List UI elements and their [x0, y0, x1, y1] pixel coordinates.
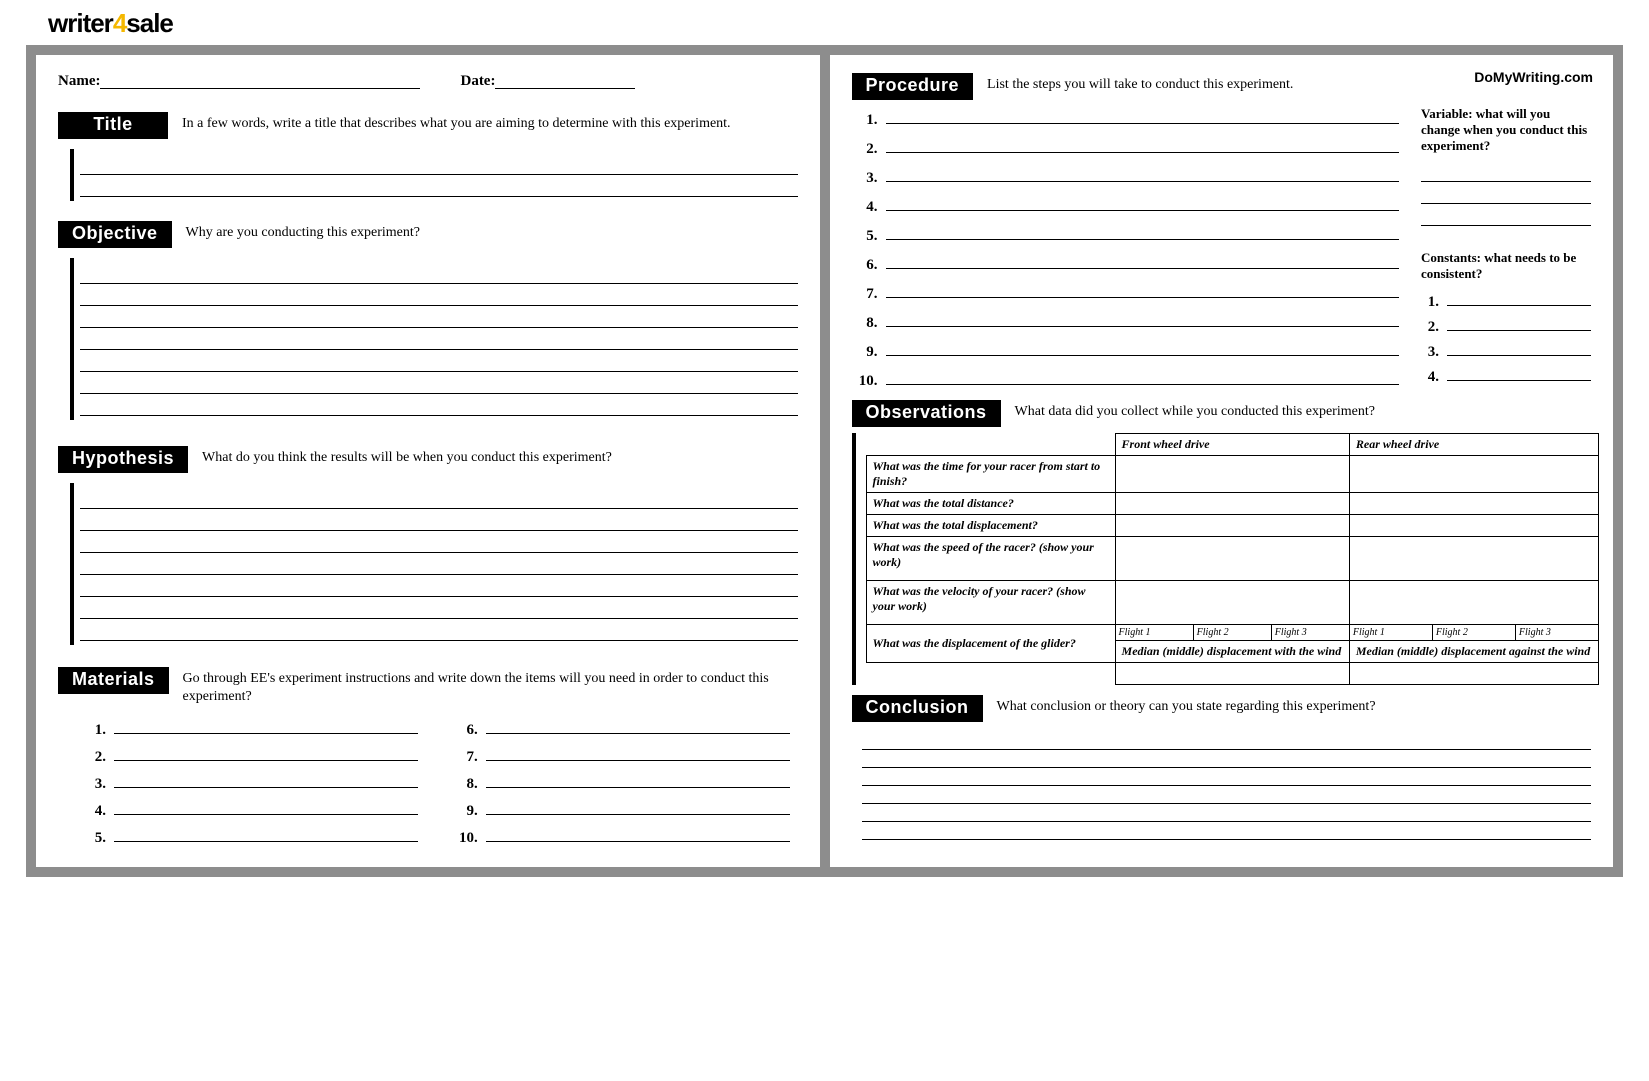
- variable-heading: Variable: what will you change when you …: [1421, 106, 1591, 154]
- name-field-line[interactable]: [100, 73, 420, 89]
- section-hypothesis: Hypothesis What do you think the results…: [58, 446, 798, 645]
- conclusion-lines[interactable]: [852, 728, 1592, 844]
- conclusion-prompt: What conclusion or theory can you state …: [997, 695, 1592, 716]
- logo-part1: writer: [48, 8, 113, 38]
- obs-median-with: Median (middle) displacement with the wi…: [1115, 641, 1349, 663]
- date-label: Date:: [460, 73, 495, 90]
- constants-heading: Constants: what needs to be consistent?: [1421, 250, 1591, 282]
- procedure-step[interactable]: 3.: [856, 164, 1400, 187]
- constants-item[interactable]: 2.: [1425, 313, 1591, 336]
- page-left: Name: Date: Title In a few words, write …: [36, 55, 820, 867]
- objective-lines[interactable]: [70, 258, 798, 420]
- obs-flight1-a: Flight 1: [1115, 625, 1193, 641]
- obs-q-velocity: What was the velocity of your racer? (sh…: [866, 581, 1115, 625]
- obs-q-time: What was the time for your racer from st…: [866, 456, 1115, 493]
- obs-col-front: Front wheel drive: [1115, 434, 1349, 456]
- materials-item[interactable]: 8.: [458, 770, 790, 793]
- logo-part2: 4: [113, 8, 126, 38]
- constants-item[interactable]: 3.: [1425, 338, 1591, 361]
- conclusion-label-box: Conclusion: [852, 695, 983, 722]
- constants-item[interactable]: 1.: [1425, 288, 1591, 311]
- variable-lines[interactable]: [1421, 160, 1591, 226]
- section-materials: Materials Go through EE's experiment ins…: [58, 667, 798, 847]
- obs-median-against: Median (middle) displacement against the…: [1349, 641, 1598, 663]
- logo-part3: sale: [126, 8, 173, 38]
- materials-list[interactable]: 1. 6. 2. 7. 3. 8. 4. 9. 5. 10.: [58, 716, 798, 847]
- materials-prompt: Go through EE's experiment instructions …: [183, 667, 798, 706]
- materials-item[interactable]: 6.: [458, 716, 790, 739]
- obs-flight2-b: Flight 2: [1432, 625, 1515, 641]
- procedure-step[interactable]: 6.: [856, 251, 1400, 274]
- page-spread: Name: Date: Title In a few words, write …: [36, 55, 1613, 867]
- procedure-step[interactable]: 4.: [856, 193, 1400, 216]
- watermark-text: DoMyWriting.com: [1474, 69, 1593, 85]
- procedure-step[interactable]: 8.: [856, 309, 1400, 332]
- page-right: DoMyWriting.com Procedure List the steps…: [830, 55, 1614, 867]
- materials-label-box: Materials: [58, 667, 169, 694]
- section-objective: Objective Why are you conducting this ex…: [58, 221, 798, 420]
- obs-q-displacement: What was the total displacement?: [866, 515, 1115, 537]
- hypothesis-lines[interactable]: [70, 483, 798, 645]
- section-procedure: Procedure List the steps you will take t…: [852, 73, 1592, 390]
- obs-q-glider: What was the displacement of the glider?: [866, 625, 1115, 663]
- procedure-list[interactable]: 1. 2. 3. 4. 5. 6. 7. 8. 9. 10.: [852, 106, 1400, 390]
- obs-flight1-b: Flight 1: [1349, 625, 1432, 641]
- materials-item[interactable]: 9.: [458, 797, 790, 820]
- obs-flight3-b: Flight 3: [1515, 625, 1598, 641]
- materials-item[interactable]: 5.: [86, 824, 418, 847]
- procedure-step[interactable]: 7.: [856, 280, 1400, 303]
- logo: writer4sale: [0, 0, 1649, 45]
- hypothesis-prompt: What do you think the results will be wh…: [202, 446, 797, 467]
- objective-label-box: Objective: [58, 221, 172, 248]
- worksheet-frame: Name: Date: Title In a few words, write …: [26, 45, 1623, 877]
- obs-flight2-a: Flight 2: [1193, 625, 1271, 641]
- objective-prompt: Why are you conducting this experiment?: [186, 221, 798, 242]
- procedure-step[interactable]: 5.: [856, 222, 1400, 245]
- title-prompt: In a few words, write a title that descr…: [182, 112, 798, 133]
- obs-q-speed: What was the speed of the racer? (show y…: [866, 537, 1115, 581]
- materials-item[interactable]: 3.: [86, 770, 418, 793]
- materials-item[interactable]: 7.: [458, 743, 790, 766]
- name-date-row: Name: Date:: [58, 73, 798, 90]
- obs-q-distance: What was the total distance?: [866, 493, 1115, 515]
- materials-item[interactable]: 4.: [86, 797, 418, 820]
- obs-flight3-a: Flight 3: [1271, 625, 1349, 641]
- obs-col-rear: Rear wheel drive: [1349, 434, 1598, 456]
- title-label-box: Title: [58, 112, 168, 139]
- section-observations: Observations What data did you collect w…: [852, 400, 1592, 685]
- constants-item[interactable]: 4.: [1425, 363, 1591, 386]
- observations-label-box: Observations: [852, 400, 1001, 427]
- section-title: Title In a few words, write a title that…: [58, 112, 798, 201]
- materials-item[interactable]: 2.: [86, 743, 418, 766]
- title-lines[interactable]: [70, 149, 798, 201]
- observations-prompt: What data did you collect while you cond…: [1015, 400, 1591, 421]
- procedure-step[interactable]: 1.: [856, 106, 1400, 129]
- section-conclusion: Conclusion What conclusion or theory can…: [852, 695, 1592, 844]
- materials-item[interactable]: 1.: [86, 716, 418, 739]
- procedure-step[interactable]: 9.: [856, 338, 1400, 361]
- date-field-line[interactable]: [495, 73, 635, 89]
- procedure-label-box: Procedure: [852, 73, 974, 100]
- procedure-step[interactable]: 10.: [856, 367, 1400, 390]
- hypothesis-label-box: Hypothesis: [58, 446, 188, 473]
- procedure-step[interactable]: 2.: [856, 135, 1400, 158]
- materials-item[interactable]: 10.: [458, 824, 790, 847]
- constants-list[interactable]: 1.2.3.4.: [1421, 288, 1591, 386]
- name-label: Name:: [58, 73, 100, 90]
- observations-table[interactable]: Front wheel drive Rear wheel drive What …: [866, 433, 1600, 685]
